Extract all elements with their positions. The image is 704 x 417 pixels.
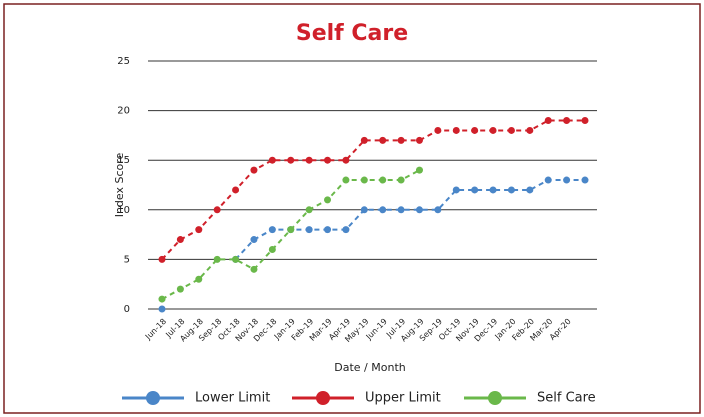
data-point bbox=[195, 275, 203, 283]
data-point bbox=[397, 136, 405, 144]
data-point bbox=[434, 126, 442, 134]
data-point bbox=[379, 206, 387, 214]
data-point bbox=[324, 156, 332, 164]
data-point bbox=[415, 136, 423, 144]
data-point bbox=[268, 156, 276, 164]
data-point bbox=[526, 186, 534, 194]
chart-title: Self Care bbox=[296, 21, 408, 46]
y-tick-label: 0 bbox=[124, 304, 130, 315]
data-point bbox=[195, 226, 203, 234]
y-tick-label: 20 bbox=[117, 106, 130, 117]
data-point bbox=[342, 156, 350, 164]
data-point bbox=[415, 166, 423, 174]
data-point bbox=[581, 176, 589, 184]
data-point bbox=[471, 126, 479, 134]
data-point bbox=[452, 126, 460, 134]
data-point bbox=[213, 255, 221, 263]
data-point bbox=[360, 136, 368, 144]
data-point bbox=[471, 186, 479, 194]
y-tick-label: 5 bbox=[124, 254, 130, 265]
data-point bbox=[232, 186, 240, 194]
data-point bbox=[507, 126, 515, 134]
data-point bbox=[415, 206, 423, 214]
data-point bbox=[379, 176, 387, 184]
data-point bbox=[360, 206, 368, 214]
data-point bbox=[250, 265, 258, 273]
data-point bbox=[544, 176, 552, 184]
y-tick-label: 10 bbox=[117, 205, 130, 216]
x-tick-label: Jun-18 bbox=[143, 317, 168, 342]
data-point bbox=[581, 117, 589, 125]
data-point bbox=[544, 117, 552, 125]
data-point bbox=[489, 186, 497, 194]
legend-marker bbox=[488, 391, 502, 405]
data-point bbox=[324, 226, 332, 234]
data-point bbox=[507, 186, 515, 194]
data-point bbox=[489, 126, 497, 134]
data-point bbox=[563, 117, 571, 125]
legend-label: Self Care bbox=[537, 391, 596, 406]
data-point bbox=[176, 285, 184, 293]
data-point bbox=[213, 206, 221, 214]
data-point bbox=[397, 176, 405, 184]
data-point bbox=[268, 245, 276, 253]
data-point bbox=[379, 136, 387, 144]
y-tick-label: 15 bbox=[117, 155, 130, 166]
data-point bbox=[397, 206, 405, 214]
data-point bbox=[452, 186, 460, 194]
legend-marker bbox=[146, 391, 160, 405]
data-point bbox=[342, 176, 350, 184]
data-point bbox=[158, 295, 166, 303]
data-point bbox=[232, 255, 240, 263]
data-point bbox=[305, 206, 313, 214]
data-point bbox=[324, 196, 332, 204]
data-point bbox=[434, 206, 442, 214]
legend-marker bbox=[316, 391, 330, 405]
y-axis-title: Index Score bbox=[113, 152, 126, 217]
data-point bbox=[268, 226, 276, 234]
data-point bbox=[287, 156, 295, 164]
data-point bbox=[360, 176, 368, 184]
data-point bbox=[287, 226, 295, 234]
x-axis-title: Date / Month bbox=[334, 361, 405, 374]
series-line bbox=[161, 119, 585, 261]
data-point bbox=[305, 156, 313, 164]
legend-label: Upper Limit bbox=[365, 391, 441, 406]
y-tick-label: 25 bbox=[117, 56, 130, 67]
data-point bbox=[250, 166, 258, 174]
legend-label: Lower Limit bbox=[195, 391, 270, 406]
data-point bbox=[342, 226, 350, 234]
data-point bbox=[158, 305, 166, 313]
data-point bbox=[526, 126, 534, 134]
data-point bbox=[176, 236, 184, 244]
data-point bbox=[305, 226, 313, 234]
data-point bbox=[563, 176, 571, 184]
data-point bbox=[158, 255, 166, 263]
frame bbox=[3, 3, 701, 414]
data-point bbox=[250, 236, 258, 244]
